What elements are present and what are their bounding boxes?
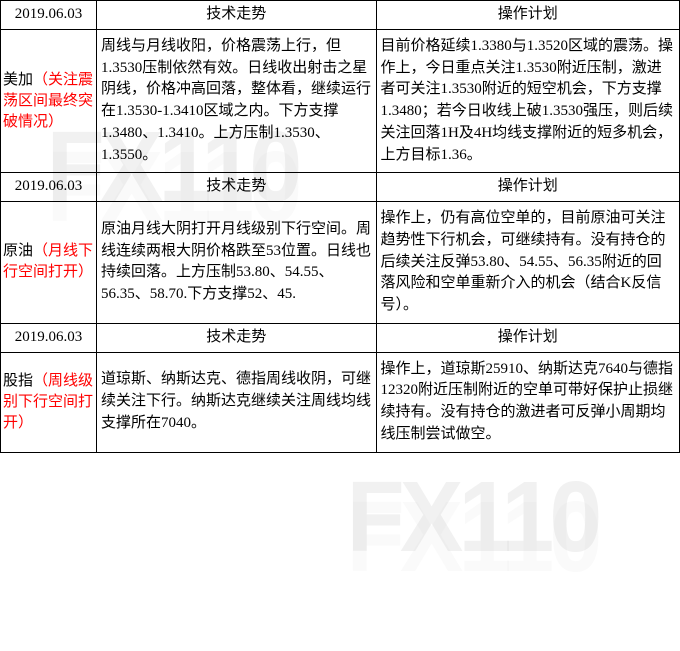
label-text-black: 美加 — [3, 72, 33, 88]
plan-header: 操作计划 — [376, 323, 680, 352]
table-row: 美加（关注震荡区间最终突破情况） 周线与月线收阳，价格震荡上行，但1.3530压… — [1, 29, 680, 173]
plan-header: 操作计划 — [376, 173, 680, 202]
table-header-row: 2019.06.03 技术走势 操作计划 — [1, 323, 680, 352]
plan-header: 操作计划 — [376, 1, 680, 30]
plan-content: 目前价格延续1.3380与1.3520区域的震荡。操作上，今日重点关注1.353… — [376, 29, 680, 173]
table-header-row: 2019.06.03 技术走势 操作计划 — [1, 1, 680, 30]
instrument-label: 原油（月线下行空间打开） — [1, 202, 97, 324]
tech-content: 周线与月线收阳，价格震荡上行，但1.3530压制依然有效。日线收出射击之星阴线，… — [96, 29, 376, 173]
instrument-label: 股指（周线级别下行空间打开） — [1, 352, 97, 452]
table-row: 股指（周线级别下行空间打开） 道琼斯、纳斯达克、德指周线收阴，可继续关注下行。纳… — [1, 352, 680, 452]
label-text-black: 原油 — [3, 243, 33, 259]
tech-header: 技术走势 — [96, 1, 376, 30]
tech-header: 技术走势 — [96, 323, 376, 352]
date-cell: 2019.06.03 — [1, 323, 97, 352]
date-cell: 2019.06.03 — [1, 173, 97, 202]
instrument-label: 美加（关注震荡区间最终突破情况） — [1, 29, 97, 173]
label-text-black: 股指 — [3, 373, 33, 389]
watermark-2: FX110 — [347, 460, 598, 575]
watermark-shadow-2: FX110 — [347, 480, 598, 595]
plan-content: 操作上，仍有高位空单的，目前原油可关注趋势性下行机会，可继续持有。没有持仓的后续… — [376, 202, 680, 324]
tech-content: 道琼斯、纳斯达克、德指周线收阴，可继续关注下行。纳斯达克继续关注周线均线支撑所在… — [96, 352, 376, 452]
tech-header: 技术走势 — [96, 173, 376, 202]
date-cell: 2019.06.03 — [1, 1, 97, 30]
tech-content: 原油月线大阴打开月线级别下行空间。周线连续两根大阴价格跌至53位置。日线也持续回… — [96, 202, 376, 324]
table-header-row: 2019.06.03 技术走势 操作计划 — [1, 173, 680, 202]
analysis-table: 2019.06.03 技术走势 操作计划 美加（关注震荡区间最终突破情况） 周线… — [0, 0, 680, 453]
table-row: 原油（月线下行空间打开） 原油月线大阴打开月线级别下行空间。周线连续两根大阴价格… — [1, 202, 680, 324]
plan-content: 操作上，道琼斯25910、纳斯达克7640与德指12320附近压制附近的空单可带… — [376, 352, 680, 452]
